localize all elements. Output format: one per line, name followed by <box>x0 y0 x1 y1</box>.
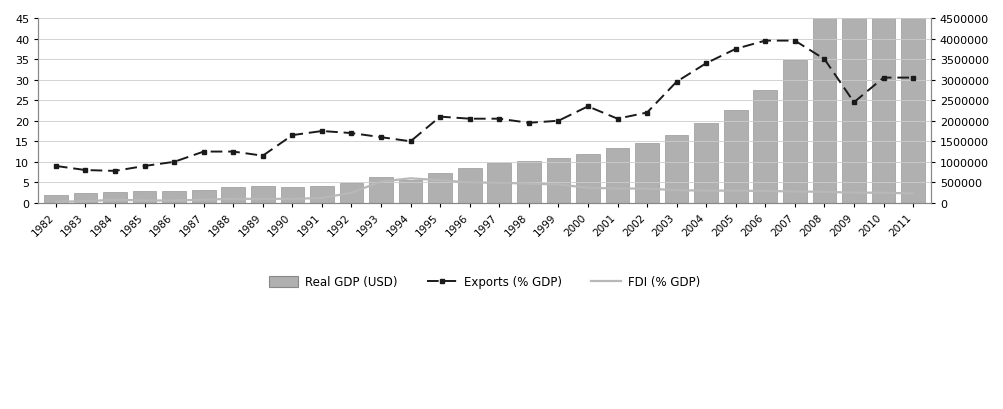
Bar <box>871 0 895 203</box>
Bar <box>517 161 541 203</box>
Bar <box>782 61 805 203</box>
Bar <box>842 0 865 203</box>
Bar <box>546 159 570 203</box>
Legend: Real GDP (USD), Exports (% GDP), FDI (% GDP): Real GDP (USD), Exports (% GDP), FDI (% … <box>264 271 704 294</box>
Bar <box>487 164 511 203</box>
Bar <box>369 178 392 203</box>
Bar <box>664 135 688 203</box>
Bar <box>811 18 835 203</box>
Bar <box>635 143 658 203</box>
Bar <box>723 111 747 203</box>
Bar <box>222 187 245 203</box>
Bar <box>73 194 97 203</box>
Bar <box>132 191 156 203</box>
Bar <box>694 124 717 203</box>
Bar <box>752 91 776 203</box>
Bar <box>251 187 275 203</box>
Bar <box>44 195 67 203</box>
Bar <box>901 0 924 203</box>
Bar <box>457 168 481 203</box>
Bar <box>162 191 186 203</box>
Bar <box>280 187 304 203</box>
Bar <box>103 193 126 203</box>
Bar <box>192 190 216 203</box>
Bar <box>428 173 451 203</box>
Bar <box>576 154 599 203</box>
Bar <box>398 180 422 203</box>
Bar <box>339 183 363 203</box>
Bar <box>605 148 629 203</box>
Bar <box>310 186 333 203</box>
